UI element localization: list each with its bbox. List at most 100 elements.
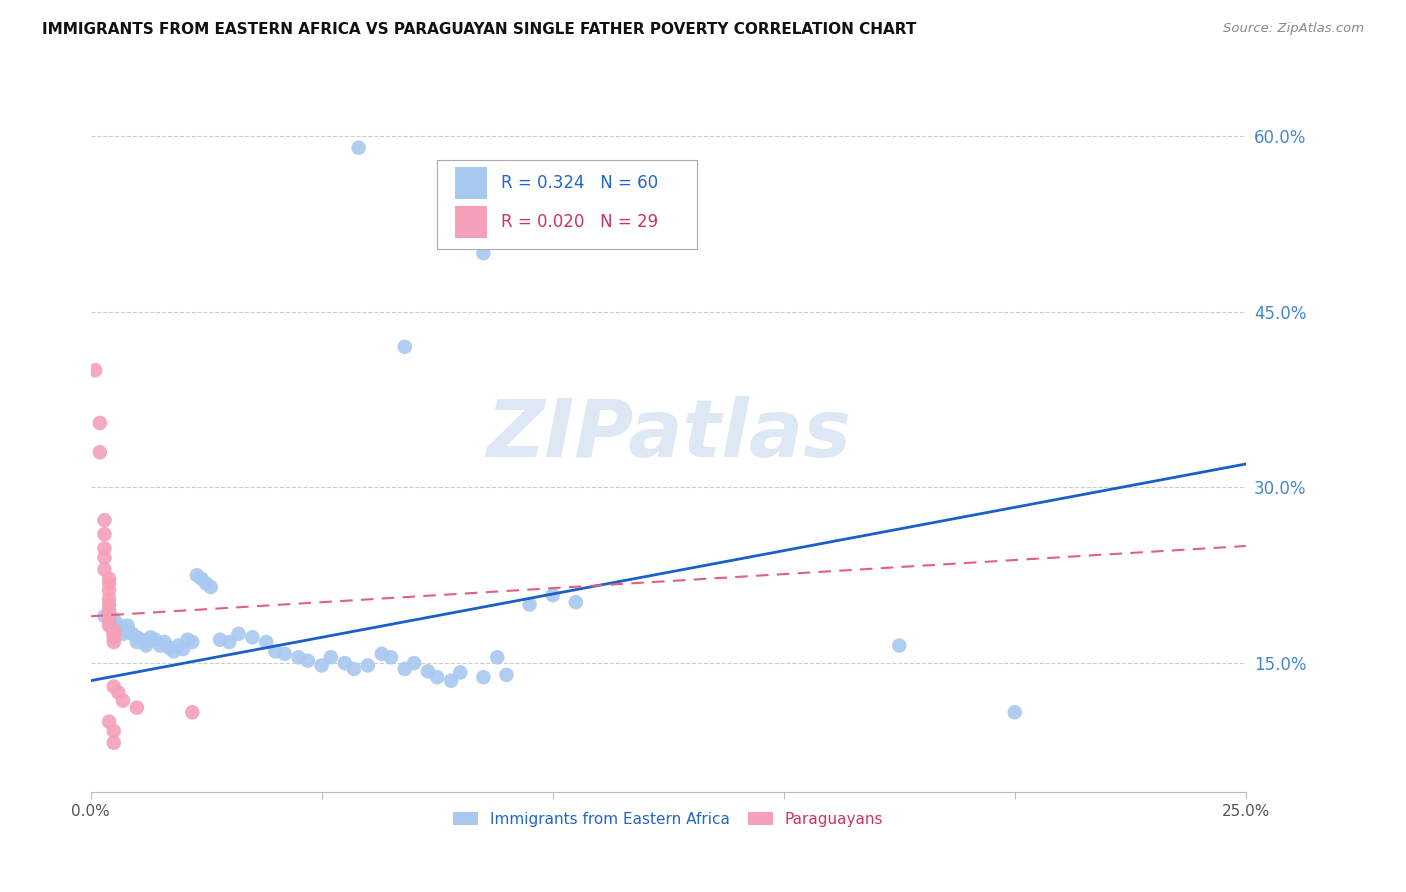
- Point: [125, 700, 148, 714]
- Point: [228, 627, 250, 641]
- Point: [89, 416, 111, 430]
- Point: [287, 650, 309, 665]
- Point: [103, 624, 125, 638]
- Point: [107, 685, 129, 699]
- Point: [186, 568, 208, 582]
- Point: [449, 665, 471, 680]
- Point: [111, 693, 134, 707]
- Point: [89, 445, 111, 459]
- Point: [889, 639, 911, 653]
- Point: [93, 527, 115, 541]
- Point: [98, 576, 121, 591]
- Point: [139, 631, 162, 645]
- Point: [111, 627, 134, 641]
- Point: [93, 550, 115, 565]
- Point: [486, 650, 509, 665]
- Point: [181, 635, 204, 649]
- Point: [472, 670, 495, 684]
- Point: [98, 603, 121, 617]
- Point: [98, 714, 121, 729]
- Point: [176, 632, 198, 647]
- Point: [347, 141, 370, 155]
- Point: [495, 668, 517, 682]
- Point: [117, 618, 139, 632]
- Point: [472, 246, 495, 260]
- Point: [153, 635, 176, 649]
- FancyBboxPatch shape: [454, 167, 486, 199]
- Point: [98, 591, 121, 606]
- Point: [143, 632, 166, 647]
- Point: [98, 598, 121, 612]
- Text: Source: ZipAtlas.com: Source: ZipAtlas.com: [1223, 22, 1364, 36]
- Point: [264, 644, 287, 658]
- Point: [125, 635, 148, 649]
- Point: [370, 647, 392, 661]
- Point: [195, 576, 218, 591]
- Point: [416, 665, 439, 679]
- Point: [357, 658, 380, 673]
- Point: [125, 631, 148, 645]
- Point: [84, 363, 107, 377]
- Point: [167, 639, 190, 653]
- Point: [319, 650, 342, 665]
- Text: R = 0.324   N = 60: R = 0.324 N = 60: [501, 174, 658, 192]
- Point: [103, 736, 125, 750]
- Point: [181, 706, 204, 720]
- Point: [93, 541, 115, 556]
- Point: [172, 642, 194, 657]
- Point: [440, 673, 463, 688]
- Point: [157, 640, 180, 655]
- Point: [565, 595, 588, 609]
- Point: [98, 618, 121, 632]
- Point: [519, 598, 541, 612]
- Point: [98, 615, 121, 629]
- Point: [93, 609, 115, 624]
- Point: [541, 588, 564, 602]
- Point: [98, 583, 121, 598]
- Point: [394, 662, 416, 676]
- Text: IMMIGRANTS FROM EASTERN AFRICA VS PARAGUAYAN SINGLE FATHER POVERTY CORRELATION C: IMMIGRANTS FROM EASTERN AFRICA VS PARAGU…: [42, 22, 917, 37]
- Point: [254, 635, 277, 649]
- Point: [103, 627, 125, 641]
- Point: [311, 658, 333, 673]
- Point: [98, 615, 121, 629]
- Point: [135, 639, 157, 653]
- Point: [200, 580, 222, 594]
- Point: [103, 724, 125, 739]
- Point: [98, 572, 121, 586]
- Point: [1004, 706, 1026, 720]
- Point: [107, 617, 129, 632]
- Point: [98, 609, 121, 624]
- Point: [149, 639, 172, 653]
- Point: [190, 572, 212, 586]
- Point: [131, 632, 153, 647]
- Point: [273, 647, 295, 661]
- Point: [103, 611, 125, 625]
- Text: R = 0.020   N = 29: R = 0.020 N = 29: [501, 213, 658, 231]
- Point: [333, 656, 356, 670]
- Point: [107, 624, 129, 638]
- Point: [103, 680, 125, 694]
- Point: [93, 513, 115, 527]
- FancyBboxPatch shape: [454, 206, 486, 238]
- Point: [343, 662, 366, 676]
- Point: [218, 635, 240, 649]
- Point: [93, 562, 115, 576]
- Point: [240, 631, 263, 645]
- Point: [404, 656, 426, 670]
- Legend: Immigrants from Eastern Africa, Paraguayans: Immigrants from Eastern Africa, Paraguay…: [446, 804, 891, 834]
- FancyBboxPatch shape: [437, 160, 697, 249]
- Point: [426, 670, 449, 684]
- Point: [297, 654, 319, 668]
- Point: [103, 635, 125, 649]
- Point: [135, 635, 157, 649]
- Point: [394, 340, 416, 354]
- Point: [208, 632, 231, 647]
- Point: [121, 627, 143, 641]
- Point: [163, 644, 186, 658]
- Point: [117, 624, 139, 638]
- Point: [103, 631, 125, 645]
- Point: [111, 621, 134, 635]
- Point: [380, 650, 402, 665]
- Text: ZIPatlas: ZIPatlas: [485, 396, 851, 474]
